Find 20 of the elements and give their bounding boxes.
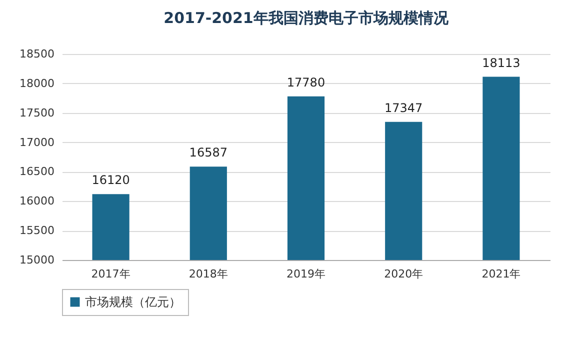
y-tick-label: 15500	[20, 224, 54, 238]
y-tick-label: 17500	[20, 106, 54, 120]
data-label: 17347	[384, 100, 423, 115]
data-label: 17780	[286, 75, 326, 90]
y-tick-label: 16500	[20, 165, 54, 178]
legend-label: 市场规模（亿元）	[85, 295, 181, 309]
y-tick-label: 18000	[20, 76, 54, 90]
y-tick-label: 16000	[20, 194, 54, 208]
data-label: 16120	[92, 173, 130, 188]
data-label: 18113	[482, 56, 520, 70]
y-tick-label: 18500	[20, 48, 54, 60]
x-tick-label: 2020年	[384, 268, 424, 280]
x-tick-label: 2019年	[286, 268, 326, 280]
data-label: 16587	[189, 146, 228, 160]
y-tick-label: 17000	[20, 136, 54, 149]
x-tick-label: 2021年	[482, 268, 521, 280]
chart-title: 2017-2021年我国消费电子市场规模情况	[164, 9, 450, 27]
y-tick-label: 15000	[20, 254, 54, 266]
x-tick-label: 2018年	[188, 268, 228, 280]
x-tick-label: 2017年	[91, 268, 130, 280]
